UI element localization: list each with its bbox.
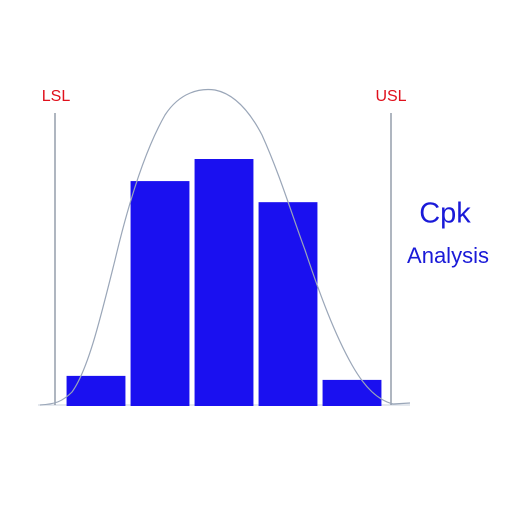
bar <box>322 379 382 406</box>
lsl-label: LSL <box>42 88 71 105</box>
bar <box>194 159 254 406</box>
bar <box>66 375 126 406</box>
bar <box>130 181 190 406</box>
usl-label: USL <box>375 88 406 105</box>
chart-title: Cpk <box>419 198 471 230</box>
bar <box>258 202 318 406</box>
normal-curve <box>39 88 411 406</box>
bars <box>66 159 382 406</box>
chart-subtitle: Analysis <box>407 243 489 268</box>
